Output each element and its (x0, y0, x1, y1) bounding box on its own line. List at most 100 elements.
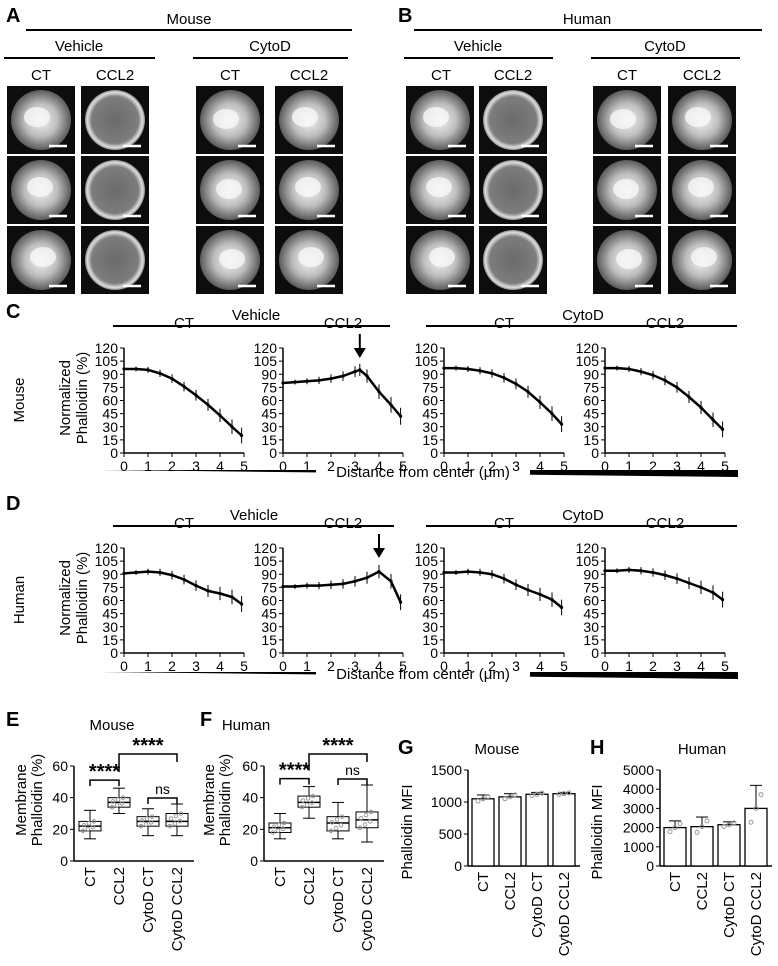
data-point (748, 819, 754, 825)
y-tick-label: 90 (583, 366, 599, 382)
data-point (368, 809, 374, 815)
peak-arrow-head (373, 548, 385, 558)
micrograph-b-cell-r1-c4 (668, 86, 736, 154)
condition-label-a-2: CCL2 (96, 67, 134, 84)
y-tick-label: 20 (52, 821, 68, 837)
y-tick-label: 45 (422, 606, 438, 622)
data-point (639, 370, 643, 374)
panel-h: H Human Phalloidin MFI 0 1000 2000 3000 4000… (589, 737, 772, 956)
condition-label-a-1: CT (31, 67, 51, 84)
y-tick-label: 4000 (623, 781, 654, 797)
data-point (711, 591, 715, 595)
micrograph-a-cell-r1-c3 (196, 86, 264, 154)
data-point (672, 825, 678, 831)
data-point (466, 570, 470, 574)
data-point (358, 368, 362, 372)
y-tick-label: 3000 (623, 800, 654, 816)
species-title-a: Mouse (166, 11, 211, 28)
y-tick-label: 0 (269, 645, 277, 661)
data-point (90, 824, 96, 830)
x-tick-label: 3 (192, 658, 200, 674)
data-point (363, 812, 369, 818)
micrograph-a-cell-r3-c4 (275, 226, 343, 294)
data-point (362, 822, 368, 827)
cell-bright-patch (613, 179, 639, 199)
y-tick-label: 30 (583, 419, 599, 435)
micrograph-b-cell-r1-c3 (593, 86, 661, 154)
x-tick-label: 2 (168, 458, 176, 474)
xlabel-backdrop-d (316, 664, 530, 684)
data-point (663, 573, 667, 577)
data-point (114, 802, 120, 808)
data-point (339, 814, 345, 819)
y-tick-label: 105 (415, 353, 439, 369)
micrograph-a-cell-r2-c3 (196, 156, 264, 224)
y-tick-label: 60 (583, 593, 599, 609)
group-title-a-cytod: CytoD (249, 38, 291, 55)
data-point (309, 800, 315, 806)
panel-label-d: D (6, 493, 20, 515)
x-tick-label: 5 (399, 658, 407, 674)
cell-bright-patch (219, 249, 245, 269)
y-tick-label: 45 (422, 406, 438, 422)
y-tick-label: 75 (102, 579, 118, 595)
data-point (170, 573, 174, 577)
y-tick-label: 15 (583, 632, 599, 648)
data-point (615, 366, 619, 370)
data-point (699, 405, 703, 410)
data-point (275, 828, 281, 833)
data-point (651, 373, 655, 377)
box-plot-f: 0 20 40 60 CT CCL2 CytoD CT CytoD CCL2 **** **** n… (242, 735, 384, 951)
data-point (85, 826, 91, 832)
x-tick-label: 3 (192, 458, 200, 474)
sig-bracket (147, 797, 178, 804)
data-point (478, 570, 482, 575)
data-point (230, 425, 234, 429)
data-point (485, 793, 491, 799)
y-tick-label: 30 (422, 419, 438, 435)
data-point (338, 822, 344, 828)
bar (690, 825, 714, 867)
cell-bright-patch (616, 249, 642, 269)
y-tick-label: 90 (261, 566, 277, 582)
x-tick-label: 4 (536, 658, 544, 674)
data-point (454, 570, 458, 575)
box-3 (136, 808, 160, 837)
x-category-label: CytoD CCL2 (359, 867, 376, 951)
profile-line (124, 367, 243, 437)
y-tick-label: 0 (430, 645, 438, 661)
panel-a: A Mouse Vehicle CytoD CT CCL2 CT CCL2 (4, 5, 352, 294)
y-tick-label: 30 (583, 619, 599, 635)
data-point (377, 570, 381, 574)
data-point (329, 583, 333, 587)
x-tick-label: 3 (673, 658, 681, 674)
sig-bracket (118, 753, 178, 773)
data-point (694, 829, 700, 835)
y-tick-label: 75 (261, 379, 277, 395)
data-point (526, 390, 530, 394)
y-tick-label: 120 (576, 540, 600, 556)
panel-label-g: G (398, 737, 414, 759)
y-tick-label: 120 (95, 540, 119, 556)
ylabel-d-line2: Phalloidin (%) (74, 552, 91, 645)
data-point (454, 366, 458, 370)
ylabel-h: Phalloidin MFI (589, 784, 606, 879)
y-tick-label: 0 (454, 858, 462, 874)
data-point (507, 794, 513, 800)
box-2 (297, 786, 321, 819)
x-tick-label: 5 (240, 658, 248, 674)
y-tick-label: 40 (242, 790, 258, 806)
condition-label-a-3: CT (220, 67, 240, 84)
row-label-c: Mouse (11, 377, 28, 422)
x-category-label: CT (272, 867, 289, 887)
x-category-label: CCL2 (694, 872, 711, 910)
box-1 (78, 809, 102, 840)
xlabel-backdrop-c (316, 462, 530, 482)
micrograph-b-cell-r3-c3 (593, 226, 661, 294)
data-point (675, 577, 679, 581)
y-tick-label: 500 (439, 826, 463, 842)
data-point (677, 821, 683, 827)
data-point (389, 579, 393, 583)
data-point (399, 600, 403, 604)
y-tick-label: 15 (583, 432, 599, 448)
